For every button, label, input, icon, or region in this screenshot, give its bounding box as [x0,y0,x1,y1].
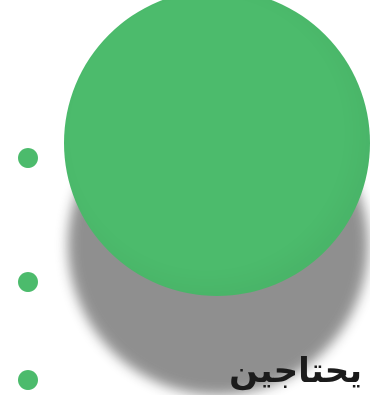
bullet-dot [18,370,38,390]
bullet-dot [18,148,38,168]
caption-text: يحتاجين [229,351,362,391]
bullet-dot [18,272,38,292]
green-circle [64,0,370,296]
